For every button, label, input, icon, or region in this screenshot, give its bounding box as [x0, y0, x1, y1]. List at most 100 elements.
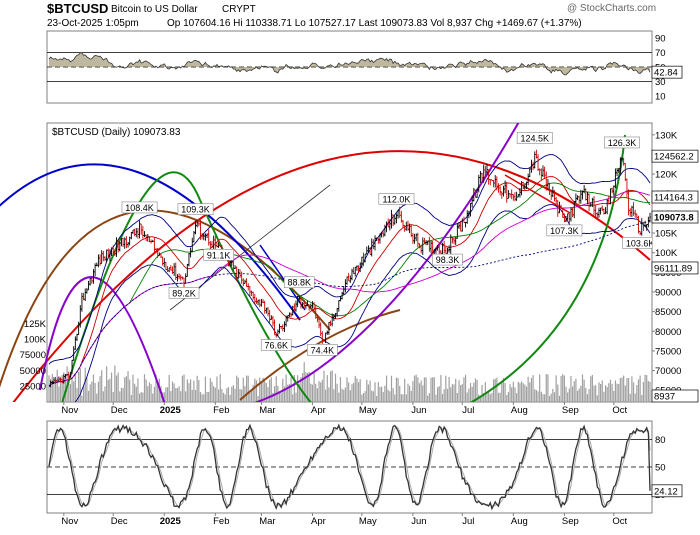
volume-bar [181, 375, 183, 402]
volume-bar [611, 383, 613, 402]
rsi-value-badge [651, 65, 683, 79]
volume-bar [267, 387, 269, 402]
volume-bar [265, 383, 267, 402]
volume-tick-label: 75000 [20, 350, 46, 361]
volume-bar [627, 378, 630, 402]
volume-tick-label: 125K [24, 319, 47, 330]
volume-bar [598, 382, 600, 402]
volume-bar [404, 378, 406, 402]
x-tick-label: May [359, 405, 377, 416]
annotation-label: 107.3K [550, 226, 579, 236]
x-tick-label: Nov [61, 405, 78, 416]
volume-bar [379, 387, 381, 402]
volume-bar [392, 388, 394, 402]
volume-bar [226, 388, 228, 402]
volume-bar [525, 386, 528, 402]
exchange-label: CRYPT [222, 4, 256, 15]
volume-bar [339, 377, 342, 402]
volume-bar [464, 374, 467, 402]
volume-bar [147, 386, 149, 402]
volume-bar [194, 389, 197, 402]
x-tick-label: Jul [462, 516, 474, 527]
volume-bar [364, 391, 366, 402]
volume-bar [250, 390, 253, 402]
volume-bar [613, 390, 615, 402]
x-tick-label: Feb [213, 516, 229, 527]
volume-bar [565, 386, 567, 402]
volume-bar [318, 381, 320, 402]
volume-bar [69, 384, 72, 402]
annotation-label: 126.3K [608, 138, 637, 148]
volume-bar [237, 377, 239, 402]
quote-date: 23-Oct-2025 1:05pm [47, 18, 139, 29]
volume-bar [570, 375, 572, 402]
volume-bar [316, 388, 318, 402]
volume-bar [516, 393, 518, 402]
ma-200 [48, 220, 651, 387]
volume-bar [629, 393, 631, 402]
volume-bar [552, 388, 554, 402]
volume-bar [361, 394, 363, 402]
x-tick-label: Mar [259, 516, 275, 527]
volume-bar [572, 386, 574, 402]
volume-bar [78, 371, 80, 402]
volume-bar [642, 382, 645, 402]
volume-bar [440, 375, 442, 402]
volume-bar [623, 375, 625, 402]
volume-bar [632, 382, 635, 402]
volume-bar [213, 386, 215, 402]
volume-bar [163, 392, 165, 402]
volume-bar [140, 391, 142, 402]
x-tick-label: Feb [213, 405, 229, 416]
volume-bar [157, 384, 159, 402]
volume-bar [409, 385, 411, 402]
volume-bar [308, 371, 310, 402]
volume-bar [106, 366, 108, 402]
volume-bar [288, 384, 290, 402]
volume-bar [137, 378, 139, 402]
volume-bar [644, 374, 646, 402]
volume-bar [443, 389, 445, 402]
stoch-signal-line [48, 425, 651, 508]
volume-bar [99, 376, 101, 402]
volume-bar [492, 379, 495, 402]
volume-bar [499, 392, 501, 402]
volume-bar [596, 395, 598, 402]
volume-bar [614, 380, 617, 402]
volume-bar [275, 376, 277, 402]
volume-bar [320, 382, 322, 402]
volume-bar [349, 390, 351, 402]
volume-tick-label: 50000 [20, 366, 46, 377]
volume-bar [461, 384, 463, 402]
volume-bar [297, 375, 299, 402]
volume-bar [430, 377, 432, 402]
volume-bar [553, 392, 556, 402]
volume-bar [260, 381, 263, 402]
volume-bar [259, 377, 261, 402]
volume-bar [287, 384, 289, 402]
volume-bar [241, 389, 243, 402]
stoch-level-label: 80 [655, 435, 666, 446]
volume-bar [441, 394, 444, 402]
rsi-layer: 907050301042.84 [47, 34, 683, 102]
volume-bar [120, 387, 123, 402]
volume-bar [469, 382, 472, 402]
volume-bar [616, 383, 618, 402]
volume-bar [646, 375, 648, 402]
volume-bar [257, 395, 259, 402]
volume-bar [96, 393, 98, 402]
volume-bar [325, 389, 327, 402]
x-tick-label: May [359, 516, 377, 527]
volume-bar [48, 375, 50, 402]
volume-bar [175, 388, 177, 402]
arc-brown-2 [239, 309, 401, 401]
volume-bar [173, 383, 175, 402]
volume-bar [578, 388, 580, 402]
volume-bar [468, 388, 470, 402]
volume-bar [366, 379, 368, 402]
volume-bar [74, 373, 76, 402]
volume-bar [514, 387, 516, 402]
volume-bar [557, 384, 559, 402]
volume-bar [395, 377, 398, 402]
